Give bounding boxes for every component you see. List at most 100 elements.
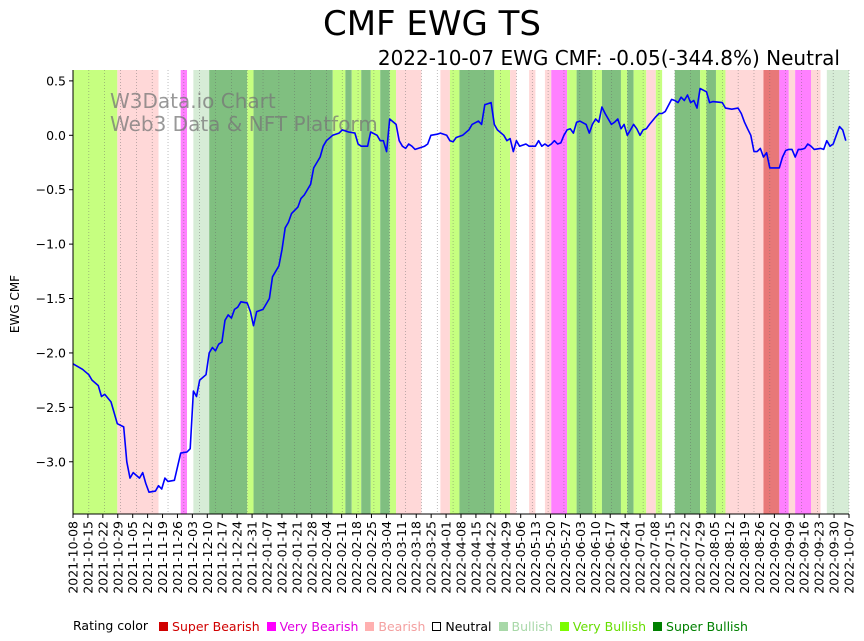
x-tick-label: 2022-03-18 (409, 521, 424, 594)
y-tick-label: −1.5 (36, 291, 66, 306)
band-bearish (810, 70, 821, 514)
x-tick-label: 2021-11-12 (140, 521, 155, 594)
x-tick-label: 2022-05-13 (528, 521, 543, 594)
band-very-bullish (351, 70, 362, 514)
band-very-bullish (567, 70, 577, 514)
x-tick-label: 2022-03-11 (394, 521, 409, 594)
x-tick-label: 2022-06-03 (573, 521, 588, 594)
x-tick-label: 2022-06-17 (603, 521, 618, 594)
x-tick-label: 2022-04-29 (498, 521, 513, 594)
x-tick-label: 2022-04-15 (468, 521, 483, 594)
band-bearish (510, 70, 517, 514)
x-tick-label: 2022-03-25 (424, 521, 439, 594)
x-tick-label: 2022-10-07 (842, 521, 857, 594)
x-tick-label: 2022-07-29 (692, 521, 707, 594)
band-very-bullish (715, 70, 726, 514)
x-tick-label: 2022-04-22 (483, 521, 498, 594)
x-tick-label: 2022-04-01 (439, 521, 454, 594)
y-tick-label: −2.0 (36, 345, 66, 360)
x-tick-label: 2022-05-27 (558, 521, 573, 594)
band-bullish (193, 70, 210, 514)
band-bullish (826, 70, 849, 514)
x-tick-label: 2022-02-04 (319, 521, 334, 594)
legend-label: Very Bearish (279, 618, 359, 634)
watermark-line-1: W3Data.io Chart (110, 89, 276, 113)
band-very-bullish (620, 70, 628, 514)
x-tick-label: 2022-09-30 (827, 521, 842, 594)
band-super-bullish (253, 70, 333, 514)
band-very-bullish (332, 70, 346, 514)
x-tick-label: 2022-03-04 (379, 521, 394, 594)
x-tick-label: 2022-05-20 (543, 521, 558, 594)
x-tick-label: 2022-08-05 (707, 521, 722, 594)
x-tick-label: 2022-07-22 (677, 521, 692, 594)
cmf-line (72, 87, 847, 493)
rating-bands (73, 70, 849, 514)
x-tick-label: 2022-01-21 (289, 521, 304, 594)
x-tick-label: 2022-08-12 (722, 521, 737, 594)
y-tick-label: 0.0 (46, 128, 66, 143)
band-very-bullish (370, 70, 381, 514)
legend-items: Super Bearish Very Bearish Bearish Neutral B… (159, 617, 755, 634)
legend-item-super-bullish: Super Bullish (653, 618, 748, 634)
date-gridlines (72, 70, 850, 514)
x-tick-label: 2021-10-29 (110, 521, 125, 594)
legend-item-bullish: Bullish (498, 618, 553, 634)
legend-swatch (498, 621, 508, 631)
x-tick-label: 2022-07-08 (648, 521, 663, 594)
x-tick-label: 2021-10-22 (95, 521, 110, 594)
x-tick-label: 2021-11-26 (170, 521, 185, 594)
band-bearish (788, 70, 796, 514)
x-tick-label: 2022-06-24 (618, 521, 633, 594)
legend-label: Bearish (378, 618, 426, 634)
x-tick-label: 2021-12-31 (245, 521, 260, 594)
band-super-bullish (706, 70, 716, 514)
y-tick-label: −3.0 (36, 454, 66, 469)
y-tick-label: −2.5 (36, 400, 66, 415)
band-super-bullish (459, 70, 495, 514)
x-tick-label: 2021-10-15 (80, 521, 95, 594)
band-super-bearish (763, 70, 780, 514)
band-super-bullish (345, 70, 352, 514)
x-tick-label: 2021-12-03 (185, 521, 200, 594)
legend-item-very-bearish: Very Bearish (266, 618, 359, 634)
chart-title: CMF EWG TS (322, 4, 542, 44)
band-very-bearish (551, 70, 568, 514)
band-very-bullish (494, 70, 511, 514)
legend-item-bearish: Bearish (365, 618, 425, 634)
band-super-bullish (209, 70, 248, 514)
legend-item-neutral: Neutral (432, 618, 492, 634)
band-very-bullish (592, 70, 602, 514)
cmf-chart: W3Data.io Chart Web3 Data & NFT Platform… (36, 70, 857, 594)
x-tick-label: 2022-01-07 (260, 521, 275, 594)
band-super-bullish (576, 70, 593, 514)
x-tick-label: 2022-09-09 (782, 521, 797, 594)
x-tick-label: 2022-09-16 (797, 521, 812, 594)
x-tick-label: 2022-01-14 (274, 521, 289, 594)
x-tick-label: 2022-01-28 (304, 521, 319, 594)
x-tick-label: 2022-08-26 (752, 521, 767, 594)
legend-label: Neutral (445, 618, 492, 634)
x-tick-label: 2022-04-08 (454, 521, 469, 594)
x-tick-label: 2022-09-23 (812, 521, 827, 594)
x-tick-label: 2022-07-01 (633, 521, 648, 594)
band-very-bullish (389, 70, 397, 514)
legend-swatch (365, 621, 375, 631)
legend-swatch (159, 621, 169, 631)
legend-swatch (266, 621, 276, 631)
x-tick-label: 2021-12-17 (215, 521, 230, 594)
band-very-bullish (73, 70, 118, 514)
legend-swatch (559, 621, 569, 631)
legend-label: Super Bearish (172, 618, 260, 634)
legend-label: Bullish (511, 618, 553, 634)
legend-item-very-bullish: Very Bullish (559, 618, 646, 634)
series-layer (72, 87, 847, 493)
x-tick-label: 2022-02-25 (364, 521, 379, 594)
rating-legend: Rating color Super Bearish Very Bearish Be… (73, 617, 755, 635)
band-bearish (396, 70, 422, 514)
band-bearish (440, 70, 450, 514)
x-tick-label: 2022-07-15 (662, 521, 677, 594)
x-tick-label: 2022-08-19 (737, 521, 752, 594)
x-tick-label: 2021-12-24 (230, 521, 245, 594)
legend-title: Rating color (73, 618, 149, 633)
